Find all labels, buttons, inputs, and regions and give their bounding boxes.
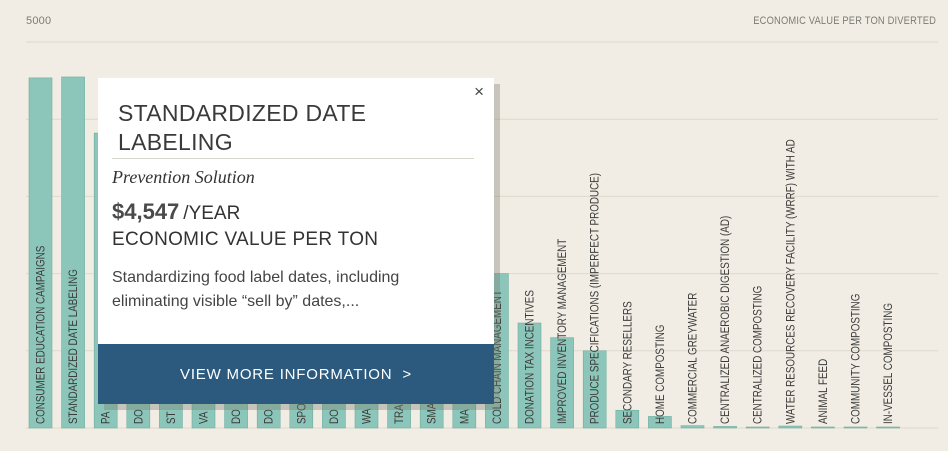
bar-26[interactable] <box>876 426 900 429</box>
x-tick-label: SECONDARY RESELLERS <box>621 301 634 424</box>
x-tick-label: DO <box>132 409 145 424</box>
x-tick-label: CENTRALIZED COMPOSTING <box>752 286 765 424</box>
x-tick-label: TRA <box>393 404 406 424</box>
x-tick-label: VA <box>198 411 211 424</box>
x-tick-label: WATER RESOURCES RECOVERY FACILITY (WRRF)… <box>784 139 797 424</box>
x-tick-label: STANDARDIZED DATE LABELING <box>67 269 80 424</box>
x-tick-label: DONATION TAX INCENTIVES <box>524 290 537 424</box>
x-tick-label: COMMERCIAL GREYWATER <box>687 293 700 424</box>
x-tick-label: DO <box>263 409 276 424</box>
x-tick-label: CONSUMER EDUCATION CAMPAIGNS <box>35 246 48 424</box>
x-tick-label: CENTRALIZED ANAEROBIC DIGESTION (AD) <box>719 216 732 424</box>
bar-18[interactable] <box>615 409 640 429</box>
bar-19[interactable] <box>648 416 672 429</box>
close-icon[interactable]: × <box>474 82 484 101</box>
x-tick-label: WA <box>361 408 374 424</box>
tooltip-divider <box>112 158 474 159</box>
bar-24[interactable] <box>811 426 835 429</box>
x-tick-label: SMA <box>426 402 439 424</box>
tooltip-card: × STANDARDIZED DATE LABELING Prevention … <box>98 78 494 404</box>
x-tick-label: MA <box>458 409 471 424</box>
x-tick-label: IMPROVED INVENTORY MANAGEMENT <box>556 238 569 424</box>
x-tick-label: IN-VESSEL COMPOSTING <box>882 303 895 424</box>
x-tick-label: ANIMAL FEED <box>817 359 830 424</box>
chevron-right-icon: > <box>402 365 412 383</box>
x-tick-label: COMMUNITY COMPOSTING <box>850 294 863 424</box>
y-axis-max-label: 5000 <box>26 15 52 27</box>
tooltip-title: STANDARDIZED DATE LABELING <box>118 100 367 155</box>
x-tick-label: DO <box>230 409 243 424</box>
tooltip-description: Standardizing food label dates, includin… <box>112 269 400 310</box>
bar-25[interactable] <box>843 426 868 429</box>
bar-1[interactable] <box>61 76 85 429</box>
bar-23[interactable] <box>778 425 803 429</box>
x-tick-label: PA <box>100 411 113 424</box>
tooltip-category: Prevention Solution <box>112 167 255 187</box>
view-more-label: VIEW MORE INFORMATION <box>180 365 393 383</box>
x-tick-label: ST <box>165 411 178 424</box>
bar-20[interactable] <box>680 425 705 429</box>
x-tick-label: DO <box>328 409 341 424</box>
bar-15[interactable] <box>517 322 542 429</box>
tooltip-value-row: $4,547/YEAR <box>112 199 240 225</box>
tooltip-value: $4,547 <box>112 199 180 224</box>
tooltip-unit: /YEAR <box>183 203 241 224</box>
bar-0[interactable] <box>28 77 53 429</box>
bar-16[interactable] <box>550 337 574 429</box>
view-more-button[interactable]: VIEW MORE INFORMATION > <box>98 344 494 404</box>
bar-21[interactable] <box>713 426 737 429</box>
x-tick-label: COLD CHAIN MANAGEMENT <box>491 290 504 424</box>
bar-17[interactable] <box>582 350 607 429</box>
tooltip-metric: ECONOMIC VALUE PER TON <box>112 229 379 250</box>
x-tick-label: HOME COMPOSTING <box>654 325 667 424</box>
x-tick-label: PRODUCE SPECIFICATIONS (IMPERFECT PRODUC… <box>589 173 602 424</box>
y-axis-title: ECONOMIC VALUE PER TON DIVERTED <box>753 15 936 27</box>
bar-22[interactable] <box>745 426 770 429</box>
x-tick-label: SPO <box>295 403 308 424</box>
